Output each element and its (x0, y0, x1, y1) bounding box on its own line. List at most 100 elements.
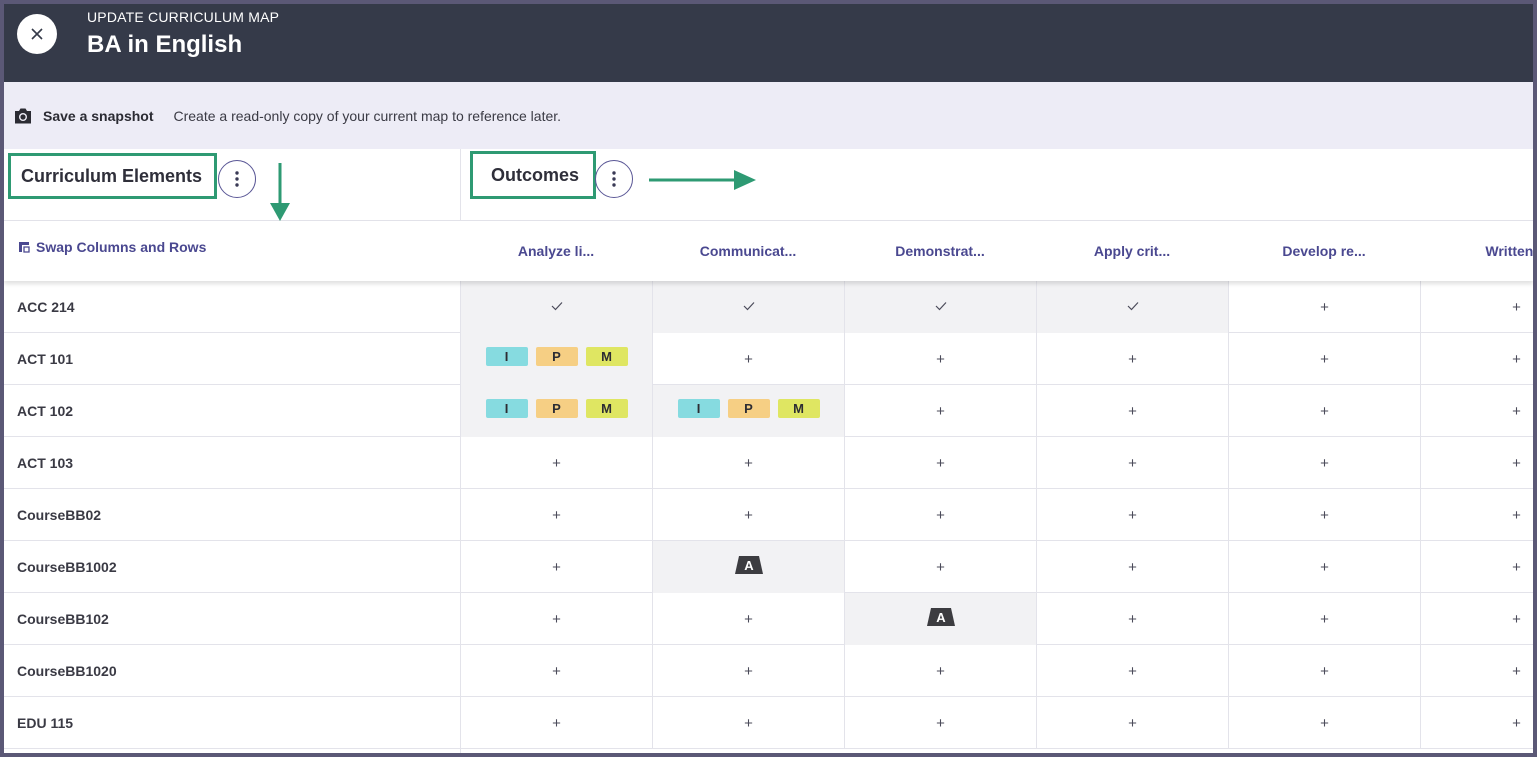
row-label: ACT 101 (17, 351, 74, 367)
add-mapping-cell[interactable]: + (1420, 489, 1533, 541)
camera-icon (15, 108, 31, 123)
add-mapping-cell[interactable]: + (1228, 437, 1420, 489)
plus-icon: + (1512, 714, 1521, 732)
row-label: ACC 214 (17, 299, 75, 315)
plus-icon: + (1128, 402, 1137, 420)
plus-icon: + (1320, 350, 1329, 368)
add-mapping-cell[interactable]: + (460, 489, 652, 541)
add-mapping-cell[interactable]: + (1420, 333, 1533, 385)
add-mapping-cell[interactable]: + (652, 697, 844, 749)
outcome-column-header[interactable]: Written S (1485, 243, 1533, 259)
add-mapping-cell[interactable]: + (1228, 697, 1420, 749)
add-mapping-cell[interactable]: + (1228, 541, 1420, 593)
plus-icon: + (744, 714, 753, 732)
row-label: CourseBB102 (17, 611, 109, 627)
outcome-column-header[interactable]: Apply crit... (1093, 243, 1171, 259)
add-mapping-cell[interactable]: + (460, 697, 652, 749)
plus-icon: + (744, 350, 753, 368)
plus-icon: + (1320, 402, 1329, 420)
add-mapping-cell[interactable]: + (844, 541, 1036, 593)
plus-icon: + (936, 350, 945, 368)
curriculum-elements-heading: Curriculum Elements (8, 153, 217, 199)
add-mapping-cell[interactable]: + (1420, 281, 1533, 333)
arrow-down-icon (270, 163, 290, 221)
outcome-column-header[interactable]: Analyze li... (517, 243, 595, 259)
add-mapping-cell[interactable]: + (844, 489, 1036, 541)
add-mapping-cell[interactable]: + (1036, 333, 1228, 385)
add-mapping-cell[interactable]: + (652, 333, 844, 385)
add-mapping-cell[interactable]: + (844, 645, 1036, 697)
add-mapping-cell[interactable]: + (1420, 541, 1533, 593)
add-mapping-cell[interactable]: + (652, 645, 844, 697)
plus-icon: + (1128, 662, 1137, 680)
add-mapping-cell[interactable]: + (1420, 593, 1533, 645)
add-mapping-cell[interactable]: + (1036, 593, 1228, 645)
mapped-cell[interactable] (460, 281, 652, 333)
close-icon (31, 28, 43, 40)
add-mapping-cell[interactable]: + (1036, 385, 1228, 437)
plus-icon: + (744, 610, 753, 628)
add-mapping-cell[interactable]: + (1228, 281, 1420, 333)
add-mapping-cell[interactable]: + (460, 645, 652, 697)
mapped-cell[interactable]: A (652, 541, 844, 593)
add-mapping-cell[interactable]: + (460, 541, 652, 593)
add-mapping-cell[interactable]: + (1228, 593, 1420, 645)
check-icon (1127, 298, 1139, 316)
mapped-cell[interactable]: A (844, 593, 1036, 645)
add-mapping-cell[interactable]: + (460, 437, 652, 489)
plus-icon: + (552, 506, 561, 524)
plus-icon: + (744, 454, 753, 472)
outcome-column-header[interactable]: Demonstrat... (895, 243, 985, 259)
add-mapping-cell[interactable]: + (1420, 645, 1533, 697)
plus-icon: + (1512, 298, 1521, 316)
grid-row: ACT 102 I P M I P M + + + + (4, 385, 1533, 437)
add-mapping-cell[interactable]: + (652, 437, 844, 489)
plus-icon: + (1512, 662, 1521, 680)
page-kicker: UPDATE CURRICULUM MAP (87, 9, 280, 25)
add-mapping-cell[interactable]: + (1420, 697, 1533, 749)
mapped-cell[interactable] (652, 281, 844, 333)
outcomes-menu-button[interactable] (595, 160, 633, 198)
add-mapping-cell[interactable]: + (844, 437, 1036, 489)
add-mapping-cell[interactable]: + (844, 697, 1036, 749)
add-mapping-cell[interactable]: + (844, 333, 1036, 385)
add-mapping-cell[interactable]: + (1036, 645, 1228, 697)
mapped-cell[interactable] (1036, 281, 1228, 333)
snapshot-bar: Save a snapshot Create a read-only copy … (4, 82, 1533, 149)
assessed-badge-label: A (744, 558, 754, 573)
mapped-cell[interactable] (844, 281, 1036, 333)
add-mapping-cell[interactable]: + (844, 385, 1036, 437)
outcome-column-header[interactable]: Communicat... (699, 243, 797, 259)
add-mapping-cell[interactable]: + (1036, 697, 1228, 749)
add-mapping-cell[interactable]: + (1228, 385, 1420, 437)
add-mapping-cell[interactable]: + (1228, 333, 1420, 385)
close-button[interactable] (17, 14, 57, 54)
outcome-column-header[interactable]: Develop re... (1282, 243, 1366, 259)
plus-icon: + (1320, 714, 1329, 732)
plus-icon: + (936, 402, 945, 420)
add-mapping-cell[interactable]: + (1036, 489, 1228, 541)
add-mapping-cell[interactable]: + (1420, 437, 1533, 489)
add-mapping-cell[interactable]: + (460, 593, 652, 645)
grid-row: ACC 214 + + (4, 281, 1533, 333)
add-mapping-cell[interactable]: + (1036, 437, 1228, 489)
assessed-badge-icon: A (926, 607, 955, 626)
add-mapping-cell[interactable]: + (1228, 489, 1420, 541)
curriculum-elements-menu-button[interactable] (218, 160, 256, 198)
swap-columns-rows-button[interactable]: Swap Columns and Rows (18, 239, 206, 255)
add-mapping-cell[interactable]: + (652, 489, 844, 541)
plus-icon: + (1320, 662, 1329, 680)
more-vertical-icon (235, 171, 239, 187)
add-mapping-cell[interactable]: + (1036, 541, 1228, 593)
grid-row: CourseBB102 + + A + + + (4, 593, 1533, 645)
add-mapping-cell[interactable]: + (1228, 645, 1420, 697)
add-mapping-cell[interactable]: + (652, 593, 844, 645)
save-snapshot-link[interactable]: Save a snapshot (43, 107, 154, 124)
level-chip-p: P (727, 399, 770, 418)
add-mapping-cell[interactable]: + (1420, 385, 1533, 437)
